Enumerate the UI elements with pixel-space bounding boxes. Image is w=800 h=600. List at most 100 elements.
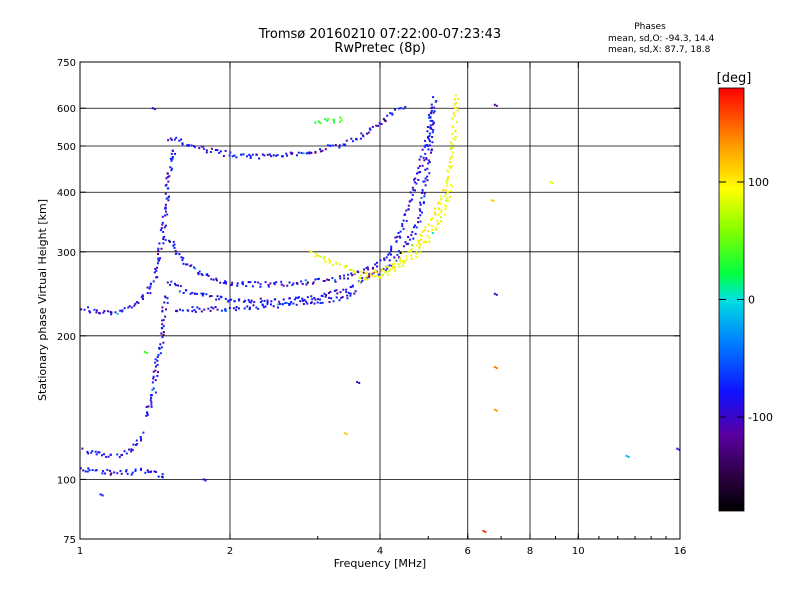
data-point <box>429 132 431 135</box>
colorbar-ticks: 100 0 -100 <box>719 176 773 424</box>
data-point <box>433 106 436 109</box>
data-point <box>415 244 418 247</box>
data-point <box>174 282 176 285</box>
data-point <box>415 226 418 229</box>
data-point <box>407 208 410 211</box>
data-point <box>321 301 324 304</box>
data-point <box>194 267 197 270</box>
data-point <box>351 274 354 277</box>
data-point <box>292 302 295 305</box>
data-point <box>327 292 330 294</box>
data-point <box>267 284 270 286</box>
data-point <box>425 157 428 160</box>
data-point <box>438 201 441 204</box>
data-point <box>166 176 169 179</box>
data-point <box>390 249 393 252</box>
data-point <box>492 200 495 203</box>
data-point <box>410 233 413 236</box>
data-point <box>169 283 171 286</box>
data-point <box>135 444 137 446</box>
data-point <box>418 208 421 211</box>
y-tick-label: 300 <box>57 248 76 259</box>
data-point <box>90 451 93 454</box>
x-tick-label: 4 <box>377 546 383 557</box>
data-point <box>236 282 239 285</box>
data-point <box>405 255 408 258</box>
data-point <box>407 250 410 253</box>
data-point <box>449 195 451 198</box>
data-point <box>134 470 137 472</box>
data-point <box>313 302 316 305</box>
data-point <box>166 172 169 175</box>
data-point <box>333 289 336 292</box>
data-point <box>346 297 349 300</box>
data-point <box>319 298 322 301</box>
data-point <box>255 306 258 309</box>
data-point <box>249 155 252 158</box>
data-point <box>155 276 158 279</box>
data-point <box>142 298 144 300</box>
data-point <box>379 259 382 262</box>
data-point <box>228 307 231 309</box>
data-point <box>109 473 112 476</box>
data-point <box>107 455 110 458</box>
data-point <box>424 168 427 171</box>
data-point <box>389 268 392 271</box>
data-point <box>162 238 165 240</box>
data-point <box>424 177 427 180</box>
data-point <box>224 149 227 152</box>
data-point <box>275 154 278 157</box>
data-point <box>175 309 178 312</box>
data-point <box>418 158 421 161</box>
data-point <box>411 193 414 196</box>
data-point <box>89 311 92 314</box>
data-point <box>254 281 257 284</box>
data-point <box>446 182 449 185</box>
data-point <box>409 238 411 241</box>
data-point <box>157 249 160 252</box>
data-point <box>146 413 149 416</box>
data-point <box>178 290 181 293</box>
data-point <box>125 452 128 455</box>
data-point <box>387 253 390 256</box>
data-point <box>404 260 407 263</box>
data-point <box>231 281 234 284</box>
data-point <box>334 279 336 282</box>
data-point <box>551 182 554 185</box>
data-point <box>432 96 435 99</box>
data-point <box>149 285 152 288</box>
data-point <box>430 112 433 115</box>
data-point <box>321 295 324 298</box>
data-point <box>140 438 143 440</box>
data-point <box>402 245 405 248</box>
data-point <box>403 261 405 264</box>
data-point <box>88 469 91 472</box>
data-point <box>428 161 431 164</box>
data-point <box>427 148 430 151</box>
data-point <box>409 199 412 202</box>
data-point <box>110 311 113 314</box>
data-point <box>161 223 164 226</box>
data-point <box>380 123 383 125</box>
phases-stats-x-mode: mean, sd,X: 87.7, 18.8 <box>608 45 711 55</box>
data-point <box>365 267 368 270</box>
data-point <box>259 297 262 300</box>
data-point <box>382 117 385 120</box>
data-point <box>340 119 343 122</box>
data-point <box>258 157 261 160</box>
data-point <box>312 281 315 284</box>
data-point <box>152 370 155 373</box>
data-point <box>140 296 143 299</box>
data-point <box>147 405 150 408</box>
data-point <box>339 277 342 280</box>
data-point <box>120 472 123 475</box>
data-point <box>266 302 269 305</box>
data-point <box>291 152 294 155</box>
data-point <box>431 131 434 134</box>
data-point <box>409 191 412 194</box>
data-point <box>266 301 269 304</box>
data-point <box>293 298 296 301</box>
data-point <box>345 265 348 268</box>
data-point <box>421 189 424 191</box>
